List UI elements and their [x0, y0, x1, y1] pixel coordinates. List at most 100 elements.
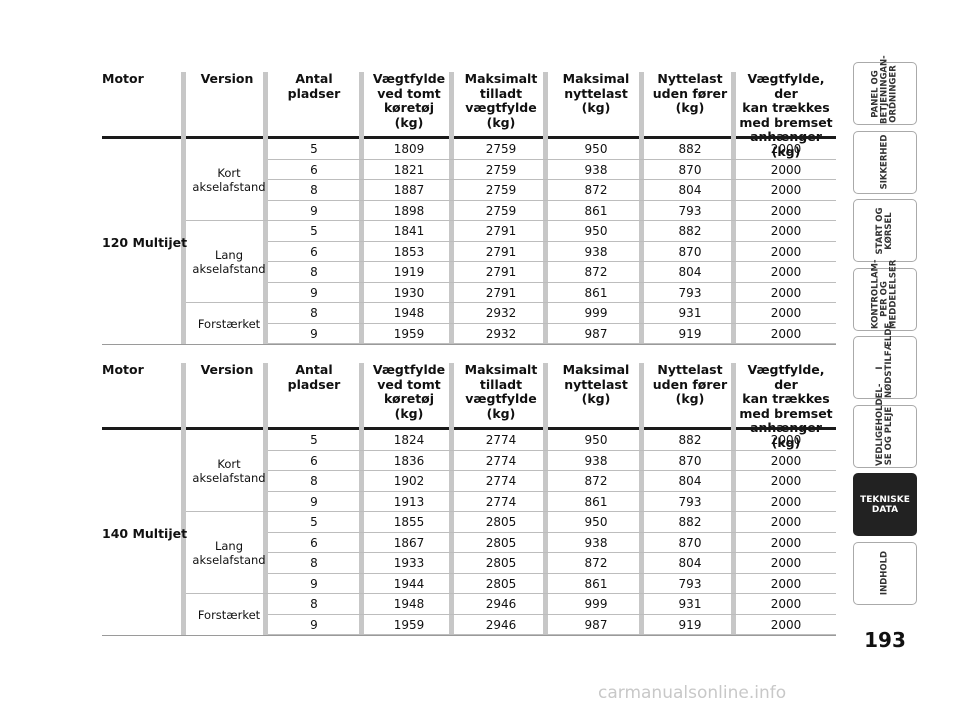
table-cell: 2774 [485, 494, 517, 509]
table-cell: 2791 [485, 244, 517, 259]
column-divider [639, 363, 644, 635]
table-cell: 804 [678, 556, 702, 570]
table-cell: 1913 [393, 494, 425, 509]
table-cell: 938 [584, 535, 608, 550]
row-rule [268, 220, 836, 221]
table-cell: 1898 [393, 203, 425, 218]
table-cell: 1933 [393, 556, 425, 570]
section-tab-label: INDHOLD [879, 550, 890, 596]
section-tab[interactable]: START OG KØRSEL [853, 199, 917, 262]
table-cell: 987 [584, 617, 608, 632]
table-row: 8 1948 2932 999 931 2000 [102, 303, 836, 324]
row-rule [268, 240, 836, 242]
column-header: Version [200, 71, 254, 86]
row-rule [268, 552, 836, 553]
table-cell: 9 [310, 494, 318, 509]
version-rule [186, 302, 268, 303]
table-cell: 870 [678, 453, 702, 468]
table-cell: 2774 [485, 453, 517, 468]
section-tab[interactable]: SIKKERHED [853, 130, 917, 194]
column-divider [639, 72, 644, 344]
table-row: 9 1898 2759 861 793 2000 [102, 201, 836, 221]
table-cell: 5 [310, 433, 318, 447]
table-cell: 9 [310, 326, 318, 341]
table-cell: 938 [584, 162, 608, 177]
watermark: carmanualsonline.info [598, 683, 787, 703]
table-cell: 9 [310, 203, 318, 218]
table-cell: 919 [678, 326, 702, 341]
motor-label: 140 Multijet [102, 525, 188, 541]
table-cell: 2000 [770, 203, 802, 218]
table-cell: 1919 [393, 265, 425, 279]
table-cell: 2759 [485, 183, 517, 197]
row-rule [268, 261, 836, 262]
table-cell: 8 [310, 597, 318, 611]
table-row: 8 1919 2791 872 804 2000 [102, 262, 836, 283]
column-divider [449, 72, 454, 344]
row-rule [268, 158, 836, 160]
section-tab[interactable]: KONTROLLAM- PER OG MEDDELELSER [853, 259, 917, 331]
table-row: 6 1821 2759 938 870 2000 [102, 160, 836, 180]
table-cell: 987 [584, 326, 608, 341]
table-bottom-rule [102, 344, 836, 345]
table-cell: 2000 [770, 265, 802, 279]
table-row: 9 1959 2946 987 919 2000 [102, 615, 836, 635]
column-header: Version [200, 362, 254, 377]
table-cell: 793 [678, 494, 702, 509]
table-cell: 2000 [770, 326, 802, 341]
column-header: Motor [102, 362, 144, 377]
table-cell: 5 [310, 515, 318, 529]
table-cell: 1944 [393, 576, 425, 591]
table-row: 5 1841 2791 950 882 2000 [102, 221, 836, 242]
table-cell: 2000 [770, 576, 802, 591]
table-cell: 2000 [770, 162, 802, 177]
table-cell: 2000 [770, 433, 802, 447]
table-cell: 2000 [770, 285, 802, 300]
version-rule [186, 511, 268, 512]
table-cell: 1841 [393, 224, 425, 238]
section-tab[interactable]: I NØDSTILFÆLDE [853, 322, 917, 399]
section-tab[interactable]: TEKNISKE DATA [853, 473, 917, 536]
table-cell: 5 [310, 224, 318, 238]
table-cell: 882 [678, 224, 702, 238]
table-cell: 950 [584, 224, 608, 238]
column-divider [543, 72, 548, 344]
column-header: Maksimal nyttelast (kg) [562, 362, 630, 406]
table-cell: 1930 [393, 285, 425, 300]
column-divider [543, 363, 548, 635]
row-rule [268, 199, 836, 201]
section-tab[interactable]: VEDLIGEHOLDEL- SE OG PLEJE [853, 384, 917, 468]
row-rule [268, 572, 836, 574]
table-cell: 8 [310, 556, 318, 570]
column-divider [263, 72, 268, 344]
column-divider [263, 363, 268, 635]
table-cell: 919 [678, 617, 702, 632]
section-tab[interactable]: INDHOLD [853, 541, 917, 605]
column-divider [181, 72, 186, 344]
table-cell: 2000 [770, 453, 802, 468]
column-header: Nyttelast uden fører (kg) [652, 362, 728, 406]
table-cell: 950 [584, 515, 608, 529]
row-rule [268, 511, 836, 512]
table-cell: 882 [678, 433, 702, 447]
row-rule [268, 343, 836, 344]
column-divider [359, 72, 364, 344]
row-rule [268, 179, 836, 180]
table-cell: 2932 [485, 326, 517, 341]
section-tab[interactable]: PANEL OG BETJENINGAN- ORDNINGER [853, 55, 917, 125]
table-row: 8 1948 2946 999 931 2000 [102, 594, 836, 615]
table-cell: 861 [584, 285, 608, 300]
table-cell: 2000 [770, 142, 802, 156]
table-cell: 938 [584, 453, 608, 468]
page-number: 193 [864, 628, 906, 652]
row-rule [268, 531, 836, 533]
table-cell: 1836 [393, 453, 425, 468]
row-rule [268, 593, 836, 594]
table-row: 8 1902 2774 872 804 2000 [102, 471, 836, 492]
table-cell: 2774 [485, 474, 517, 488]
table-cell: 8 [310, 474, 318, 488]
table-cell: 9 [310, 617, 318, 632]
table-row: 8 1933 2805 872 804 2000 [102, 553, 836, 574]
table-cell: 2000 [770, 224, 802, 238]
section-tab-label: SIKKERHED [879, 134, 890, 190]
